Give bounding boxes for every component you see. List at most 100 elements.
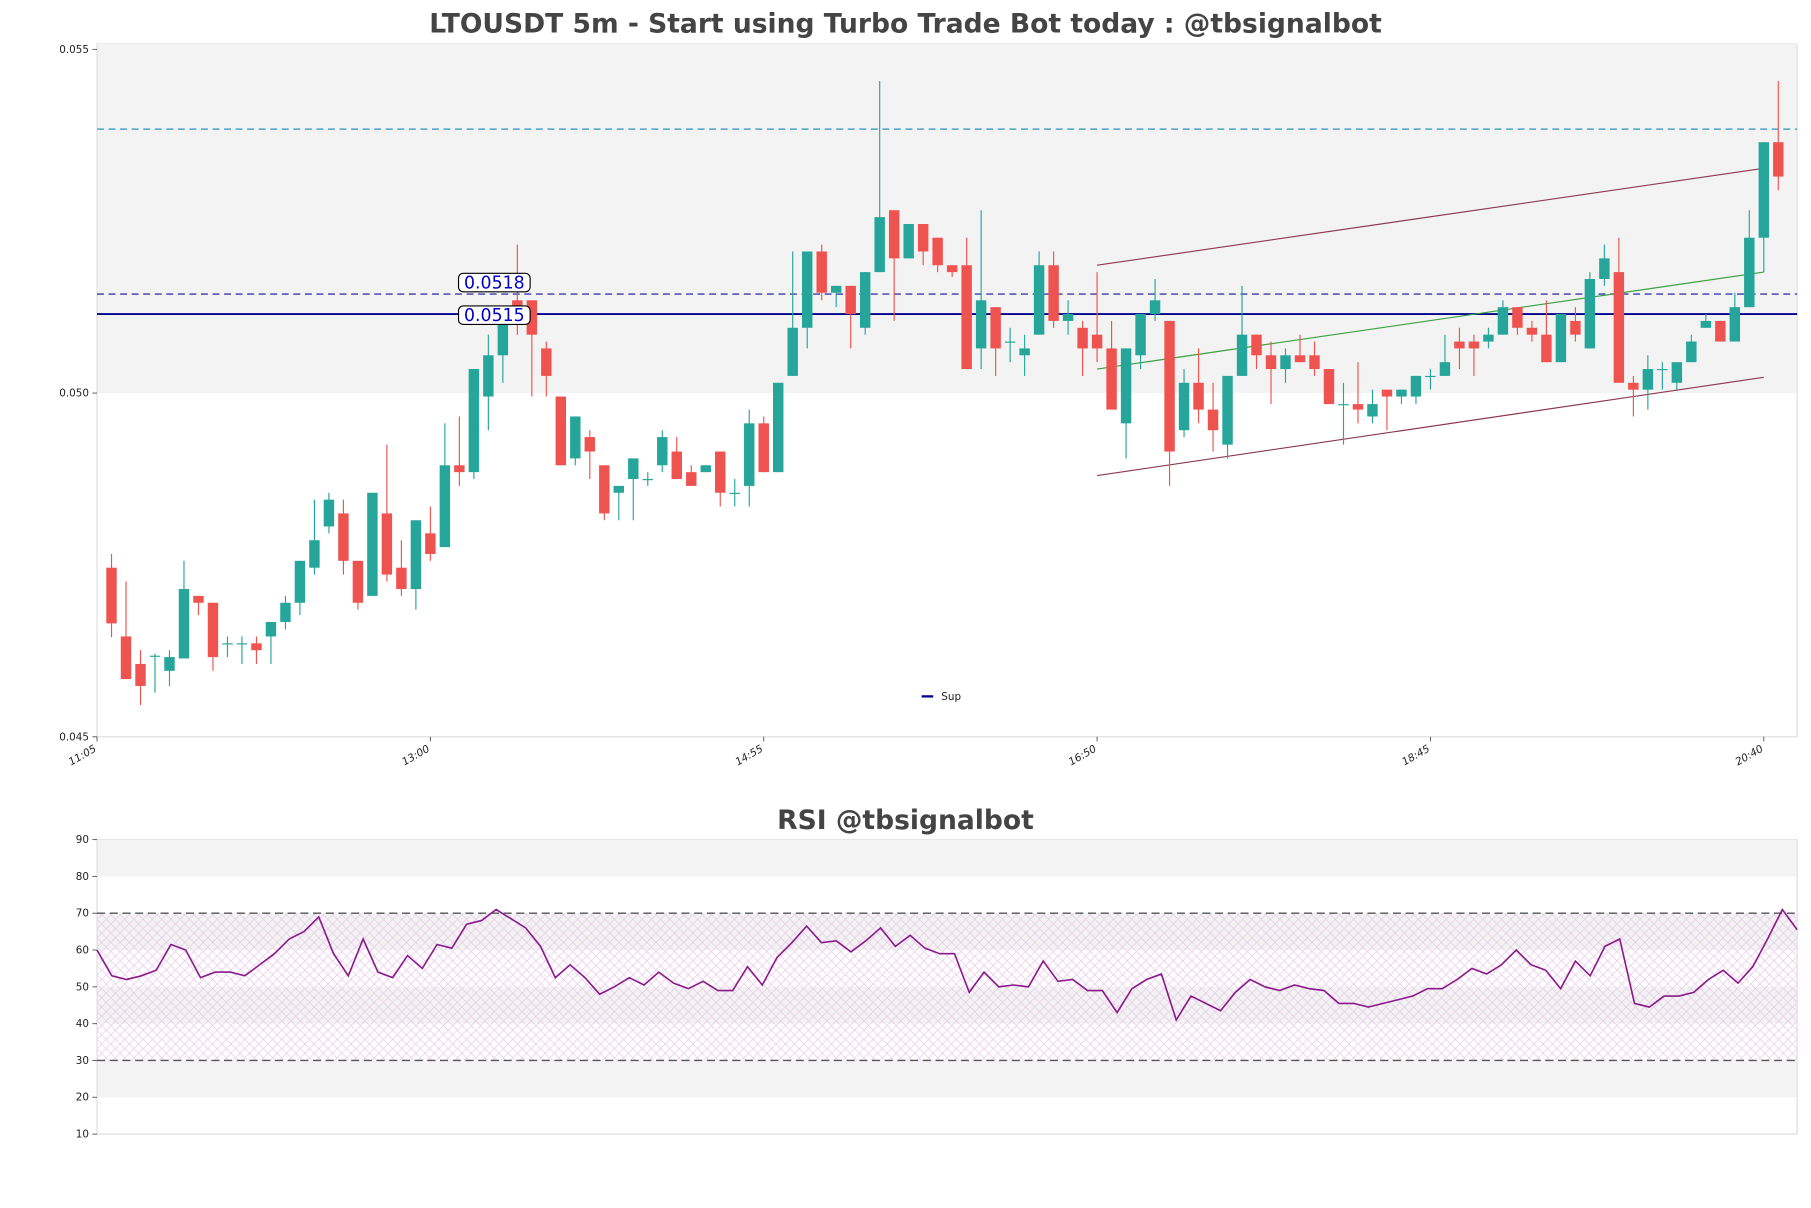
candle-body bbox=[352, 560, 364, 603]
candle-body bbox=[830, 285, 842, 293]
candle-body bbox=[541, 348, 552, 376]
candle-body bbox=[1323, 369, 1335, 405]
candle-body bbox=[1541, 334, 1552, 363]
candle-body bbox=[207, 602, 219, 658]
candle-body bbox=[1280, 355, 1291, 370]
candle-body bbox=[874, 217, 885, 273]
candle-body bbox=[338, 513, 349, 561]
y-tick-label: 30 bbox=[76, 1055, 89, 1067]
candle-body bbox=[367, 492, 378, 596]
candle-body bbox=[1555, 314, 1567, 363]
candle-body bbox=[773, 382, 784, 473]
candle-body bbox=[323, 499, 335, 527]
candle-body bbox=[628, 458, 639, 480]
candle-body bbox=[961, 265, 972, 370]
candle-body bbox=[1135, 314, 1146, 356]
candle-body bbox=[396, 567, 407, 590]
candle-body bbox=[251, 643, 262, 651]
candle-body bbox=[700, 465, 711, 473]
candle-body bbox=[193, 595, 204, 603]
trend-line bbox=[1097, 271, 1764, 370]
annotation: 0.0518 bbox=[464, 273, 525, 293]
candle-body bbox=[135, 663, 146, 686]
candle-body bbox=[294, 560, 306, 603]
trend-line bbox=[1097, 376, 1764, 477]
candle-body bbox=[1468, 341, 1480, 349]
candle-body bbox=[1497, 307, 1509, 335]
y-tick-label: 10 bbox=[76, 1129, 89, 1141]
candle-body bbox=[570, 416, 581, 459]
candle-body bbox=[1628, 382, 1639, 390]
shaded-band bbox=[97, 839, 1797, 877]
candle-body bbox=[1367, 404, 1378, 417]
x-tick-label: 20:40 bbox=[1733, 743, 1765, 769]
candle-body bbox=[1758, 142, 1770, 238]
candle-body bbox=[1454, 341, 1465, 349]
candle-body bbox=[642, 479, 653, 481]
candle-body bbox=[178, 589, 190, 659]
candle-body bbox=[1729, 307, 1741, 342]
candle-body bbox=[497, 320, 509, 356]
candle-body bbox=[1164, 320, 1175, 452]
annotation-box bbox=[457, 305, 531, 326]
candle-body bbox=[1526, 327, 1538, 335]
x-tick-label: 18:45 bbox=[1400, 743, 1432, 769]
candle-body bbox=[410, 520, 422, 590]
candle-body bbox=[1657, 369, 1668, 371]
candle-body bbox=[1048, 265, 1059, 321]
candle-body bbox=[222, 643, 233, 645]
candle-body bbox=[1091, 334, 1103, 349]
candle-body bbox=[845, 285, 856, 315]
candle-body bbox=[526, 300, 538, 335]
annotation-box bbox=[457, 272, 531, 293]
candle-body bbox=[265, 622, 277, 637]
candle-body bbox=[1599, 258, 1610, 279]
candle-body bbox=[888, 210, 900, 259]
candle-body bbox=[657, 437, 668, 466]
candle-body bbox=[1265, 355, 1277, 370]
candle-body bbox=[1294, 355, 1306, 363]
candle-body bbox=[164, 657, 175, 671]
candle-body bbox=[990, 307, 1001, 349]
candle-body bbox=[1483, 334, 1494, 342]
candle-body bbox=[801, 251, 813, 328]
hatch-band bbox=[97, 913, 1797, 1061]
y-tick-label: 90 bbox=[76, 834, 89, 846]
candle-body bbox=[613, 485, 625, 493]
candle-body bbox=[468, 369, 480, 473]
candle-body bbox=[106, 567, 117, 624]
candle-body bbox=[859, 272, 871, 328]
x-tick-label: 11:05 bbox=[67, 743, 99, 769]
candle-body bbox=[1613, 272, 1625, 383]
candle-body bbox=[454, 465, 465, 473]
annotation: 0.0515 bbox=[464, 306, 525, 326]
y-tick-label: 70 bbox=[76, 908, 89, 920]
candle-body bbox=[1584, 278, 1596, 349]
y-tick-label: 0.045 bbox=[59, 731, 89, 743]
candle-body bbox=[715, 451, 726, 493]
candle-body bbox=[1062, 314, 1074, 321]
candle-body bbox=[599, 465, 610, 514]
rsi-title: RSI @tbsignalbot bbox=[777, 805, 1034, 836]
x-tick-label: 16:50 bbox=[1067, 743, 1099, 769]
candle-body bbox=[1715, 320, 1726, 342]
y-tick-label: 40 bbox=[76, 1018, 89, 1030]
x-tick-label: 13:00 bbox=[400, 743, 432, 769]
candle-body bbox=[932, 237, 943, 266]
candle-body bbox=[1004, 341, 1016, 343]
candle-body bbox=[1309, 355, 1320, 370]
chart-title: LTOUSDT 5m - Start using Turbo Trade Bot… bbox=[429, 8, 1382, 39]
candle-body bbox=[1671, 362, 1683, 383]
candle-body bbox=[686, 472, 697, 486]
candle-body bbox=[280, 602, 291, 623]
candle-body bbox=[1381, 389, 1393, 397]
candle-body bbox=[975, 300, 987, 349]
candle-body bbox=[584, 437, 596, 452]
candle-body bbox=[439, 465, 451, 548]
x-tick-label: 14:55 bbox=[733, 743, 765, 769]
y-tick-label: 80 bbox=[76, 871, 89, 883]
candle-body bbox=[946, 265, 958, 273]
candle-body bbox=[1019, 348, 1030, 356]
candle-body bbox=[1396, 389, 1407, 397]
candle-body bbox=[671, 451, 682, 480]
